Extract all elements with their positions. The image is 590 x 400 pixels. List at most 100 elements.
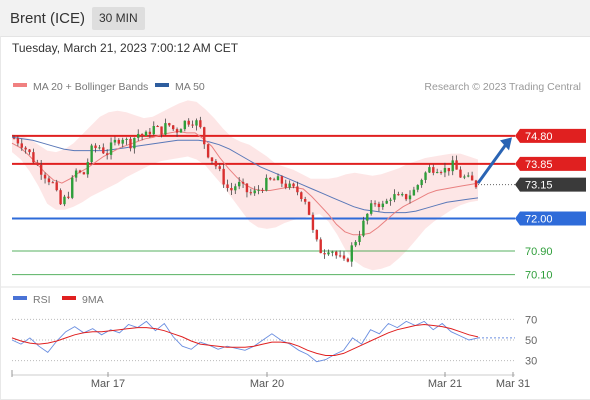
candle-body (257, 189, 260, 191)
candle-body (12, 138, 16, 140)
candle-body (51, 182, 55, 184)
candle-body (249, 192, 253, 194)
candle-body (455, 160, 458, 170)
candle-body (183, 120, 187, 130)
candle-body (203, 127, 206, 145)
forecast-arrow (476, 143, 508, 184)
candle-body (253, 190, 256, 194)
candle-body (463, 176, 466, 178)
rsi-legend-swatch (62, 296, 76, 300)
candle-body (129, 138, 132, 149)
candle-body (206, 144, 210, 158)
candle-body (350, 245, 353, 262)
candle-body (179, 129, 183, 133)
candle-body (28, 149, 31, 153)
candle-body (354, 241, 357, 246)
candle-body (67, 196, 70, 198)
candle-body (32, 152, 35, 163)
candle-body (358, 235, 361, 242)
price-tag-73.85 (515, 156, 586, 171)
candle-body (20, 143, 23, 148)
price-label-74.80: 74.80 (525, 131, 553, 143)
candle-body (117, 139, 121, 144)
candle-body (381, 203, 385, 208)
candle-body (335, 251, 338, 256)
forecast-arrowhead (500, 137, 512, 151)
candle-body (171, 125, 175, 130)
legend-label: MA 50 (175, 81, 205, 93)
x-tick-label: Mar 20 (250, 378, 284, 390)
candle-body (218, 166, 221, 169)
candle-body (164, 123, 167, 135)
price-tag-72.00 (515, 211, 586, 226)
candle-body (369, 203, 373, 214)
candles (12, 116, 478, 267)
candle-body (168, 123, 171, 126)
candle-body (94, 145, 97, 149)
candle-body (284, 183, 287, 188)
rsi-tick-label: 50 (525, 335, 537, 347)
candle-body (346, 258, 350, 262)
candle-body (71, 177, 74, 198)
candle-body (214, 161, 218, 167)
candle-body (385, 200, 388, 204)
candle-body (109, 142, 113, 155)
price-label-70.90: 70.90 (525, 246, 553, 258)
candle-body (311, 214, 315, 230)
candle-body (276, 176, 280, 181)
candle-body (36, 162, 39, 165)
legend-swatch (155, 83, 169, 87)
candle-body (470, 175, 474, 181)
candle-body (331, 251, 334, 253)
candle-body (148, 131, 152, 135)
candle-body (319, 239, 322, 254)
candle-body (416, 185, 419, 190)
timeframe-badge[interactable]: 30 MIN (92, 7, 145, 30)
rsi-legend-label: RSI (33, 294, 51, 306)
candle-body (342, 255, 346, 259)
candle-body (447, 167, 451, 172)
candle-body (362, 220, 365, 236)
candle-body (397, 194, 400, 196)
x-tick-label: Mar 21 (428, 378, 462, 390)
instrument-title: Brent (ICE) (10, 10, 86, 27)
candle-body (261, 189, 264, 191)
x-tick-label: Mar 31 (496, 378, 530, 390)
candle-body (338, 255, 342, 257)
price-tag-73.15 (515, 177, 586, 192)
candle-body (428, 167, 431, 173)
candle-body (296, 186, 299, 193)
candle-body (269, 177, 272, 180)
candle-body (59, 190, 62, 205)
candle-body (467, 175, 470, 177)
candle-body (199, 120, 202, 128)
price-label-70.10: 70.10 (525, 270, 553, 282)
candle-body (230, 187, 233, 191)
candle-body (459, 169, 462, 178)
legend-swatch (13, 83, 27, 87)
bollinger-band (12, 100, 478, 271)
chart-header: Brent (ICE) 30 MIN (0, 0, 590, 37)
candle-body (86, 162, 89, 175)
candle-body (234, 186, 237, 191)
candle-body (366, 213, 369, 221)
candle-body (78, 170, 82, 173)
candle-body (175, 129, 179, 133)
rsi-line (11, 320, 479, 363)
candle-body (102, 147, 105, 154)
x-tick-label: Mar 17 (91, 378, 125, 390)
candle-body (24, 147, 27, 150)
candle-body (315, 229, 319, 240)
candle-body (156, 126, 159, 128)
candle-body (412, 189, 416, 196)
candle-body (265, 177, 268, 191)
rsi-tick-label: 70 (525, 314, 537, 326)
candle-body (451, 160, 454, 172)
candle-body (237, 181, 241, 187)
candle-body (191, 124, 194, 126)
candle-body (152, 126, 155, 135)
candle-body (210, 157, 214, 162)
candle-body (43, 174, 47, 179)
legend-label: MA 20 + Bollinger Bands (33, 81, 148, 93)
candle-body (373, 203, 377, 205)
